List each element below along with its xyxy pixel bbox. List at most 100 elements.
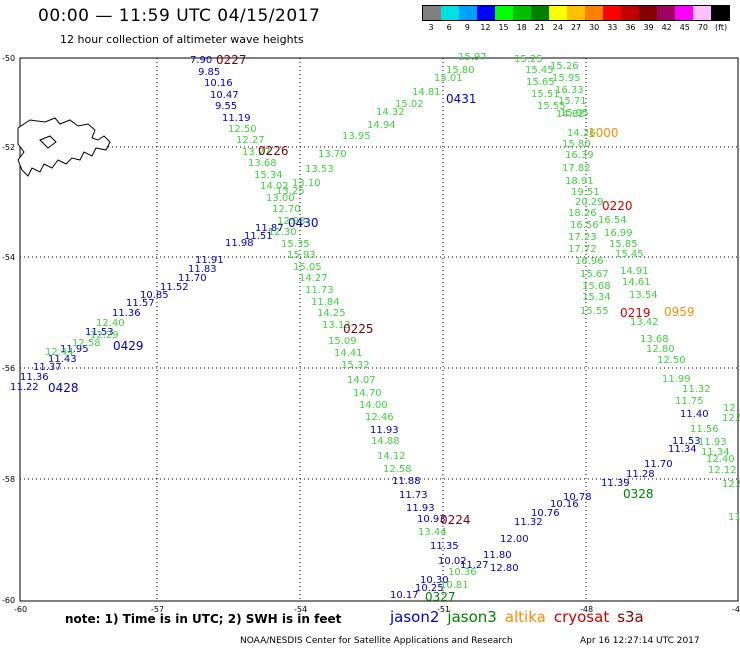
lat-tick-label: -56 bbox=[2, 364, 15, 373]
wave-height-reading: 9.55 bbox=[215, 101, 237, 112]
wave-height-reading: 11.34 bbox=[701, 447, 730, 458]
wave-height-reading: 15.80 bbox=[446, 65, 475, 76]
wave-height-reading: 10.30 bbox=[420, 575, 449, 586]
wave-height-reading: 15.09 bbox=[328, 336, 357, 347]
wave-height-reading: 12.29 bbox=[90, 330, 119, 341]
wave-height-reading: 12.30 bbox=[268, 227, 297, 238]
wave-height-reading: 15.26 bbox=[550, 61, 579, 72]
wave-height-reading: 10.36 bbox=[448, 567, 477, 578]
lon-tick-label: -45 bbox=[732, 605, 740, 614]
wave-height-reading: 14.61 bbox=[622, 277, 651, 288]
wave-height-reading: 12.40 bbox=[96, 318, 125, 329]
lon-tick-label: -48 bbox=[580, 605, 593, 614]
wave-height-reading: 11.52 bbox=[160, 282, 189, 293]
wave-height-reading: 11.99 bbox=[662, 374, 691, 385]
wave-height-reading: 14.27 bbox=[299, 273, 328, 284]
wave-height-reading: 11.39 bbox=[601, 478, 630, 489]
scale-swatch bbox=[567, 6, 585, 20]
wave-height-reading: 14.02 bbox=[260, 181, 289, 192]
wave-height-reading: 11.84 bbox=[311, 297, 340, 308]
pass-time-label: 0328 bbox=[623, 487, 654, 501]
scale-label: 45 bbox=[679, 23, 690, 32]
wave-height-reading: 14.94 bbox=[367, 120, 396, 131]
scale-label: 18 bbox=[516, 23, 527, 32]
wave-height-reading: 13.44 bbox=[418, 527, 447, 538]
legend-item-s3a: s3a bbox=[617, 608, 644, 626]
scale-label: 36 bbox=[625, 23, 636, 32]
wave-height-reading: 11.95 bbox=[60, 344, 89, 355]
wave-height-reading: 11.73 bbox=[305, 285, 334, 296]
wave-height-reading: 11.51 bbox=[244, 231, 273, 242]
wave-height-reading: 15.45 bbox=[525, 65, 554, 76]
wave-height-reading: 13.27 bbox=[242, 147, 271, 158]
wave-height-reading: 15.45 bbox=[615, 249, 644, 260]
wave-height-reading: 15.55 bbox=[580, 306, 609, 317]
wave-height-reading: 9.85 bbox=[198, 67, 220, 78]
scale-swatch bbox=[477, 6, 495, 20]
wave-height-reading: 13.68 bbox=[248, 158, 277, 169]
wave-height-reading: 14.82 bbox=[556, 109, 585, 120]
wave-height-reading: 12.27 bbox=[236, 135, 265, 146]
lon-tick-label: -54 bbox=[294, 605, 307, 614]
scale-label: 12 bbox=[480, 23, 491, 32]
wave-height-reading: 16.96 bbox=[575, 256, 604, 267]
wave-height-reading: 15.34 bbox=[582, 292, 611, 303]
pass-time-label: 0226 bbox=[258, 144, 289, 158]
legend-item-jason3: jason3 bbox=[447, 608, 497, 626]
wave-height-reading: 11.27 bbox=[460, 560, 489, 571]
wave-height-reading: 13.70 bbox=[318, 149, 347, 160]
wave-height-reading: 12.58 bbox=[723, 403, 740, 414]
legend-item-altika: altika bbox=[504, 608, 546, 626]
wave-height-reading: 11.93 bbox=[698, 437, 727, 448]
wave-height-reading: 11.32 bbox=[682, 384, 711, 395]
scale-swatch bbox=[549, 6, 567, 20]
wave-height-reading: 15.32 bbox=[341, 360, 370, 371]
pass-time-label: 0227 bbox=[216, 53, 247, 67]
scale-label: 33 bbox=[607, 23, 618, 32]
lon-tick-label: -60 bbox=[14, 605, 27, 614]
scale-label: 6 bbox=[446, 23, 452, 32]
wave-height-reading: 13.95 bbox=[342, 131, 371, 142]
pass-time-label: 0327 bbox=[425, 590, 456, 604]
wave-height-reading: 11.88 bbox=[392, 476, 421, 487]
wave-height-reading: 10.81 bbox=[440, 580, 469, 591]
lat-tick-label: -50 bbox=[2, 54, 15, 63]
wave-height-reading: 11.75 bbox=[675, 396, 704, 407]
altimeter-tracks: 7.909.8510.1610.479.5511.1912.5012.2713.… bbox=[10, 52, 740, 601]
scale-swatch bbox=[441, 6, 459, 20]
wave-height-reading: 12.58 bbox=[722, 413, 740, 424]
pass-time-label: 0220 bbox=[602, 199, 633, 213]
wave-height-reading: 12.40 bbox=[706, 454, 735, 465]
wave-height-reading: 15.95 bbox=[552, 73, 581, 84]
pass-time-label: 0431 bbox=[446, 92, 477, 106]
scale-label: 15 bbox=[498, 23, 509, 32]
wave-height-reading: 12.46 bbox=[365, 412, 394, 423]
grid-lines bbox=[20, 58, 738, 600]
wave-height-reading: 11.73 bbox=[399, 490, 428, 501]
wave-height-reading: 11.37 bbox=[33, 362, 62, 373]
wave-height-reading: 11.80 bbox=[483, 550, 512, 561]
wave-height-reading: 14.07 bbox=[347, 375, 376, 386]
wave-height-reading: 16.99 bbox=[604, 228, 633, 239]
wave-height-reading: 13.53 bbox=[305, 164, 334, 175]
wave-height-reading: 14.25 bbox=[317, 308, 346, 319]
lon-tick-label: -51 bbox=[437, 605, 450, 614]
wave-height-reading: 11.56 bbox=[690, 424, 719, 435]
wave-height-reading: 11.93 bbox=[406, 503, 435, 514]
wave-height-reading: 11.70 bbox=[178, 273, 207, 284]
wave-height-reading: 11.34 bbox=[668, 444, 697, 455]
pass-time-label: 0430 bbox=[288, 216, 319, 230]
wave-height-reading: 12.58 bbox=[72, 338, 101, 349]
color-scale-swatches bbox=[422, 5, 730, 21]
wave-height-reading: 11.53 bbox=[672, 436, 701, 447]
wave-height-reading: 14.70 bbox=[353, 388, 382, 399]
wave-height-reading: 11.53 bbox=[85, 327, 114, 338]
scale-swatch bbox=[423, 6, 441, 20]
satellite-legend: jason2 jason3 altika cryosat s3a bbox=[390, 608, 652, 626]
wave-height-reading: 17.72 bbox=[568, 244, 597, 255]
wave-height-reading: 11.36 bbox=[112, 308, 141, 319]
wave-height-reading: 12.93 bbox=[277, 216, 306, 227]
wave-height-reading: 11.28 bbox=[626, 469, 655, 480]
wave-height-reading: 15.05 bbox=[293, 262, 322, 273]
wave-height-reading: 13.13 bbox=[322, 320, 351, 331]
